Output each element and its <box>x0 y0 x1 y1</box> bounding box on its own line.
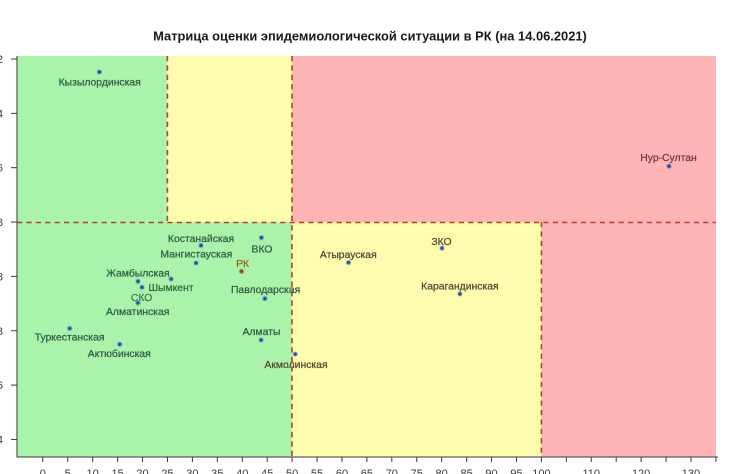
svg-text:65: 65 <box>361 468 373 474</box>
svg-text:1.6: 1.6 <box>0 163 3 175</box>
svg-text:90: 90 <box>485 468 497 474</box>
svg-text:1.2: 1.2 <box>0 54 3 66</box>
svg-text:120: 120 <box>632 468 650 474</box>
svg-text:1.8: 1.8 <box>0 217 3 229</box>
svg-text:110: 110 <box>582 468 600 474</box>
svg-text:Нур-Султан: Нур-Султан <box>640 153 697 164</box>
svg-text:50: 50 <box>286 468 298 474</box>
svg-text:Карагандинская: Карагандинская <box>421 281 498 292</box>
svg-text:1.4: 1.4 <box>0 108 3 120</box>
svg-text:60: 60 <box>336 468 348 474</box>
svg-text:Шымкент: Шымкент <box>148 283 193 294</box>
svg-text:Акмолинская: Акмолинская <box>264 360 327 371</box>
svg-text:Туркестанская: Туркестанская <box>35 333 105 344</box>
svg-text:Костанайская: Костанайская <box>168 234 234 245</box>
svg-text:Атырауская: Атырауская <box>320 250 377 261</box>
svg-text:Матрица оценки эпидемиологичес: Матрица оценки эпидемиологической ситуац… <box>153 28 587 43</box>
svg-text:Павлодарская: Павлодарская <box>231 285 300 296</box>
svg-text:85: 85 <box>460 468 472 474</box>
svg-text:55: 55 <box>311 468 323 474</box>
svg-text:20: 20 <box>136 468 148 474</box>
svg-text:Алматинская: Алматинская <box>106 307 169 318</box>
svg-text:95: 95 <box>510 468 522 474</box>
svg-text:1.8: 1.8 <box>0 326 3 338</box>
svg-text:100: 100 <box>532 468 550 474</box>
svg-text:1.6: 1.6 <box>0 380 3 392</box>
svg-text:ВКО: ВКО <box>252 245 273 256</box>
svg-text:70: 70 <box>386 468 398 474</box>
svg-text:80: 80 <box>436 468 448 474</box>
svg-text:РК: РК <box>236 259 249 270</box>
svg-text:Мангистауская: Мангистауская <box>160 250 232 261</box>
svg-text:1.4: 1.4 <box>0 434 3 446</box>
svg-text:Актюбинская: Актюбинская <box>88 348 151 360</box>
svg-text:ЗКО: ЗКО <box>431 237 451 248</box>
svg-text:1.8: 1.8 <box>0 271 3 283</box>
svg-text:СКО: СКО <box>131 293 153 304</box>
svg-text:0: 0 <box>40 468 46 474</box>
svg-text:130: 130 <box>682 468 700 474</box>
svg-text:10: 10 <box>87 468 99 474</box>
svg-text:Алматы: Алматы <box>242 327 280 338</box>
svg-text:25: 25 <box>161 468 173 474</box>
svg-text:5: 5 <box>65 468 71 474</box>
svg-text:30: 30 <box>186 468 198 474</box>
svg-text:45: 45 <box>261 468 273 474</box>
svg-text:15: 15 <box>111 468 123 474</box>
svg-text:Жамбылская: Жамбылская <box>106 268 169 280</box>
svg-text:35: 35 <box>211 468 223 474</box>
svg-text:75: 75 <box>411 468 423 474</box>
svg-text:Кызылординская: Кызылординская <box>59 77 141 88</box>
svg-text:40: 40 <box>236 468 248 474</box>
